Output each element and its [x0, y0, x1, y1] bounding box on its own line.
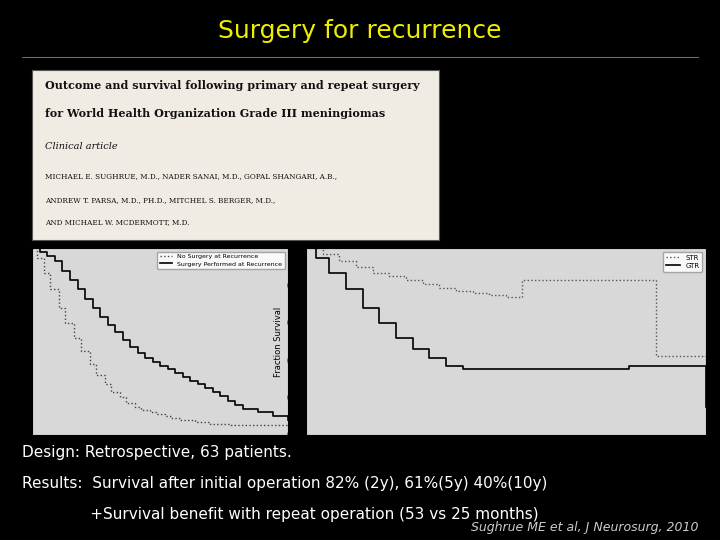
- No Surgery at Recurrence: [70, 335, 78, 341]
- STR: [302, 245, 310, 252]
- Legend: No Surgery at Recurrence, Surgery Performed at Recurrence: No Surgery at Recurrence, Surgery Perfor…: [158, 252, 285, 269]
- No Surgery at Recurrence: [107, 381, 115, 388]
- Surgery Performed at Recurrence: [194, 377, 202, 384]
- Y-axis label: Fraction Survival: Fraction Survival: [1, 306, 10, 377]
- Text: AND MICHAEL W. MCDERMOTT, M.D.: AND MICHAEL W. MCDERMOTT, M.D.: [45, 218, 189, 226]
- STR: [385, 269, 394, 276]
- Text: Surgery for recurrence: Surgery for recurrence: [218, 19, 502, 43]
- No Surgery at Recurrence: [284, 422, 292, 429]
- No Surgery at Recurrence: [227, 422, 235, 429]
- Text: Results:  Survival after initial operation 82% (2y), 61%(5y) 40%(10y): Results: Survival after initial operatio…: [22, 476, 547, 491]
- STR: [701, 353, 710, 360]
- STR: [418, 277, 427, 284]
- Line: No Surgery at Recurrence: No Surgery at Recurrence: [32, 248, 288, 426]
- GTR: [701, 362, 710, 369]
- No Surgery at Recurrence: [76, 348, 85, 354]
- Line: STR: STR: [306, 248, 706, 407]
- Y-axis label: Fraction Survival: Fraction Survival: [274, 306, 284, 377]
- Text: Design: Retrospective, 63 patients.: Design: Retrospective, 63 patients.: [22, 446, 292, 461]
- No Surgery at Recurrence: [145, 409, 154, 416]
- GTR: [302, 245, 310, 252]
- Text: for World Health Organization Grade III meningiomas: for World Health Organization Grade III …: [45, 107, 385, 119]
- Text: Clinical article: Clinical article: [45, 141, 117, 151]
- GTR: [701, 403, 710, 410]
- Surgery Performed at Recurrence: [96, 305, 104, 311]
- STR: [585, 277, 593, 284]
- X-axis label: Time (Years): Time (Years): [132, 454, 188, 463]
- STR: [418, 281, 427, 287]
- Surgery Performed at Recurrence: [148, 355, 157, 362]
- STR: [568, 277, 577, 284]
- No Surgery at Recurrence: [28, 245, 37, 252]
- Text: Outcome and survival following primary and repeat surgery: Outcome and survival following primary a…: [45, 80, 419, 91]
- Line: GTR: GTR: [306, 248, 706, 407]
- Text: Sughrue ME et al, J Neurosurg, 2010: Sughrue ME et al, J Neurosurg, 2010: [471, 521, 698, 534]
- GTR: [425, 355, 433, 362]
- GTR: [425, 346, 433, 352]
- Text: MICHAEL E. SUGHRUE, M.D., NADER SANAI, M.D., GOPAL SHANGARI, A.B.,: MICHAEL E. SUGHRUE, M.D., NADER SANAI, M…: [45, 172, 337, 180]
- Surgery Performed at Recurrence: [141, 349, 150, 356]
- Text: +Survival benefit with repeat operation (53 vs 25 months): +Survival benefit with repeat operation …: [22, 507, 539, 522]
- Surgery Performed at Recurrence: [103, 314, 112, 321]
- No Surgery at Recurrence: [161, 413, 169, 419]
- GTR: [575, 366, 583, 373]
- No Surgery at Recurrence: [220, 420, 229, 427]
- Surgery Performed at Recurrence: [284, 416, 292, 423]
- Surgery Performed at Recurrence: [28, 245, 37, 252]
- Line: Surgery Performed at Recurrence: Surgery Performed at Recurrence: [32, 248, 288, 420]
- GTR: [591, 366, 600, 373]
- Surgery Performed at Recurrence: [284, 413, 292, 419]
- GTR: [392, 320, 400, 326]
- X-axis label: Time (years): Time (years): [477, 454, 534, 463]
- Text: ANDREW T. PARSA, M.D., PH.D., MITCHEL S. BERGER, M.D.,: ANDREW T. PARSA, M.D., PH.D., MITCHEL S.…: [45, 196, 275, 204]
- STR: [701, 403, 710, 410]
- Legend: STR, GTR: STR, GTR: [663, 252, 702, 272]
